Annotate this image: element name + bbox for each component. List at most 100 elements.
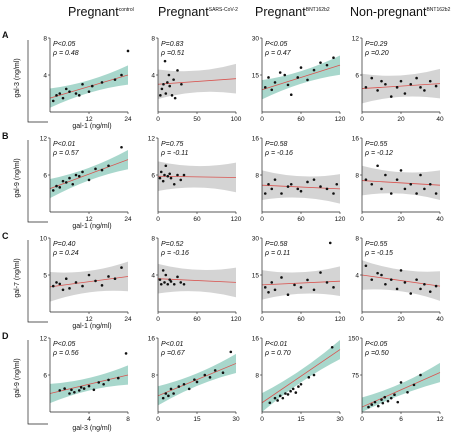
data-point bbox=[77, 94, 81, 97]
x-tick-label: 24 bbox=[124, 116, 132, 123]
data-point bbox=[159, 170, 163, 174]
y-tick-label: 10 bbox=[40, 235, 48, 242]
panel-d-3: 8 16 0 15 30 P<0.01 ρ = 0.70 bbox=[252, 335, 344, 423]
data-point bbox=[90, 84, 94, 88]
data-point bbox=[306, 180, 309, 184]
data-point bbox=[176, 275, 179, 279]
data-point bbox=[159, 94, 162, 97]
data-point bbox=[263, 192, 267, 195]
x-tick-label: 40 bbox=[436, 216, 444, 223]
x-tick-label: 20 bbox=[397, 216, 405, 223]
panel-c-2: 4 8 0 60 120 P=0.52 ρ = -0.16 bbox=[151, 235, 241, 323]
data-point bbox=[419, 373, 422, 377]
x-tick-label: 0 bbox=[360, 216, 364, 223]
y-tick-label: 16 bbox=[352, 135, 360, 142]
x-tick-label: 0 bbox=[156, 416, 160, 423]
data-point bbox=[325, 187, 329, 191]
data-point bbox=[376, 271, 379, 275]
data-point bbox=[51, 189, 55, 192]
data-point bbox=[364, 178, 368, 181]
data-point bbox=[335, 182, 339, 186]
data-point bbox=[415, 76, 418, 80]
data-point bbox=[64, 277, 68, 281]
data-point bbox=[296, 76, 300, 79]
data-point bbox=[68, 392, 71, 395]
x-tick-label: 40 bbox=[436, 316, 444, 323]
p-value-label: P=0.58 bbox=[265, 241, 287, 248]
p-value-label: P<0.05 bbox=[53, 41, 75, 48]
x-tick-label: 40 bbox=[436, 116, 444, 123]
data-point bbox=[193, 378, 196, 381]
data-point bbox=[384, 173, 387, 177]
panel-c-1: 5 10 12 24 P=0.40 ρ = 0.24 bbox=[40, 235, 132, 323]
y-tick-label: 15 bbox=[252, 72, 260, 79]
regression-line bbox=[261, 349, 341, 404]
panel-d-4: 75 150 0 6 12 P<0.05 ρ =0.50 bbox=[348, 335, 444, 423]
data-point bbox=[376, 164, 379, 168]
x-tick-label: 0 bbox=[156, 216, 160, 223]
rho-label: ρ =0.51 bbox=[160, 50, 185, 57]
x-tick-label: 120 bbox=[335, 216, 346, 223]
data-point bbox=[179, 178, 183, 182]
data-point bbox=[116, 376, 120, 380]
data-point bbox=[263, 86, 267, 89]
p-value-label: P=0.75 bbox=[161, 141, 183, 148]
row-letter-b: B bbox=[2, 131, 9, 141]
y-tick-label: 12 bbox=[352, 35, 360, 42]
x-tick-label: 20 bbox=[397, 116, 405, 123]
axis-bracket-row-c bbox=[27, 240, 48, 323]
data-point bbox=[163, 281, 166, 284]
data-point bbox=[77, 174, 81, 178]
y-tick-label: 16 bbox=[148, 335, 156, 342]
data-point bbox=[162, 82, 165, 86]
data-point bbox=[312, 373, 316, 377]
x-tick-label: 60 bbox=[297, 116, 305, 123]
data-point bbox=[126, 49, 130, 53]
data-point bbox=[328, 241, 332, 245]
rho-label: ρ = -0.15 bbox=[364, 250, 393, 257]
rho-label: ρ = 0.11 bbox=[264, 250, 290, 257]
y-tick-label: 12 bbox=[40, 135, 48, 142]
data-point bbox=[170, 94, 174, 97]
y-tick-label: 75 bbox=[352, 372, 360, 379]
rho-label: ρ = 0.48 bbox=[52, 50, 79, 57]
data-point bbox=[403, 92, 407, 95]
data-point bbox=[61, 96, 65, 100]
data-point bbox=[182, 382, 186, 386]
data-point bbox=[58, 186, 62, 189]
data-point bbox=[389, 278, 393, 281]
data-point bbox=[370, 278, 374, 281]
data-point bbox=[270, 187, 274, 191]
panel-b-4: 8 16 0 20 40 P=0.55 ρ = -0.12 bbox=[352, 135, 444, 223]
data-point bbox=[376, 89, 379, 92]
data-point bbox=[373, 400, 377, 404]
data-point bbox=[113, 277, 117, 281]
data-point bbox=[434, 192, 438, 195]
data-point bbox=[58, 282, 62, 286]
data-point bbox=[281, 396, 285, 400]
data-point bbox=[278, 71, 282, 74]
data-point bbox=[409, 182, 413, 186]
axis-bracket-row-b bbox=[27, 140, 48, 223]
data-point bbox=[367, 405, 370, 409]
data-point bbox=[100, 81, 104, 84]
data-point bbox=[383, 395, 387, 399]
p-value-label: P<0.01 bbox=[161, 341, 183, 348]
y-tick-label: 8 bbox=[355, 235, 359, 242]
x-tick-label: 120 bbox=[335, 316, 346, 323]
data-point bbox=[306, 278, 309, 282]
column-header-2: PregnantSARS-CoV-2 bbox=[158, 5, 238, 19]
data-point bbox=[87, 273, 91, 277]
data-point bbox=[330, 345, 334, 349]
data-point bbox=[55, 94, 58, 97]
panel-c-4: 4 8 0 20 40 P=0.55 ρ = -0.15 bbox=[355, 235, 444, 323]
panel-a-2: 4 8 0 50 100 P=0.83 ρ =0.51 bbox=[151, 35, 241, 123]
data-point bbox=[284, 392, 287, 395]
data-point bbox=[268, 401, 272, 405]
data-point bbox=[163, 173, 166, 177]
data-point bbox=[332, 286, 335, 289]
data-point bbox=[70, 388, 73, 392]
regression-line bbox=[157, 363, 237, 397]
data-point bbox=[68, 90, 71, 93]
